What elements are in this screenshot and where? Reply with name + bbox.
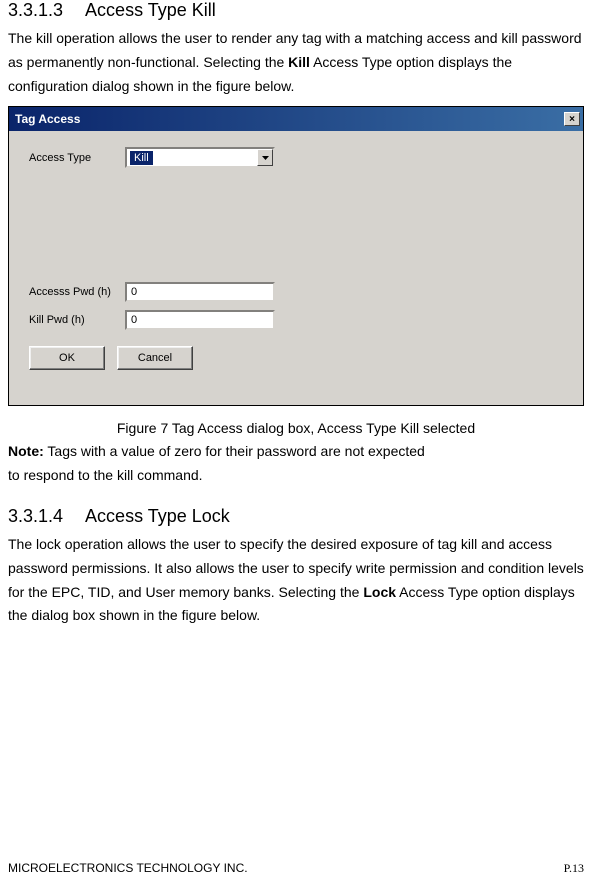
section-number: 3.3.1.3: [8, 0, 63, 21]
section-number: 3.3.1.4: [8, 506, 63, 527]
section-title: Access Type Lock: [85, 506, 230, 527]
access-pwd-label: Accesss Pwd (h): [29, 286, 125, 298]
section-title: Access Type Kill: [85, 0, 216, 21]
close-icon: ×: [569, 114, 575, 125]
dialog-button-row: OK Cancel: [29, 346, 563, 370]
close-button[interactable]: ×: [564, 112, 580, 126]
cancel-button[interactable]: Cancel: [117, 346, 193, 370]
section1-paragraph: The kill operation allows the user to re…: [8, 27, 584, 98]
page-footer: MICROELECTRONICS TECHNOLOGY INC. P.13: [8, 861, 584, 876]
access-pwd-row: Accesss Pwd (h): [29, 282, 563, 302]
access-pwd-input[interactable]: [125, 282, 275, 302]
para-bold: Lock: [363, 584, 396, 600]
dialog-title: Tag Access: [15, 112, 80, 126]
kill-pwd-input[interactable]: [125, 310, 275, 330]
para-bold: Kill: [288, 54, 310, 70]
tag-access-dialog: Tag Access × Access Type Kill Accesss Pw…: [8, 106, 584, 406]
cancel-label: Cancel: [138, 352, 172, 364]
access-type-dropdown[interactable]: Kill: [125, 147, 275, 168]
section-heading-kill: 3.3.1.3 Access Type Kill: [8, 0, 584, 21]
note-line-2: to respond to the kill command.: [8, 464, 584, 488]
access-type-value: Kill: [130, 151, 153, 165]
section-heading-lock: 3.3.1.4 Access Type Lock: [8, 506, 584, 527]
note-text: Tags with a value of zero for their pass…: [44, 443, 425, 459]
ok-button[interactable]: OK: [29, 346, 105, 370]
dialog-titlebar: Tag Access ×: [9, 107, 583, 131]
kill-pwd-label: Kill Pwd (h): [29, 314, 125, 326]
chevron-down-icon: [257, 149, 273, 166]
access-type-row: Access Type Kill: [29, 147, 563, 168]
footer-company: MICROELECTRONICS TECHNOLOGY INC.: [8, 861, 248, 876]
kill-pwd-row: Kill Pwd (h): [29, 310, 563, 330]
footer-page: P.13: [564, 861, 584, 876]
access-type-label: Access Type: [29, 152, 125, 164]
dialog-body: Access Type Kill Accesss Pwd (h) Kill Pw…: [9, 131, 583, 405]
figure-caption: Figure 7 Tag Access dialog box, Access T…: [8, 420, 584, 436]
note-line-1: Note: Tags with a value of zero for thei…: [8, 440, 584, 464]
section2-paragraph: The lock operation allows the user to sp…: [8, 533, 584, 628]
note-label: Note:: [8, 443, 44, 459]
ok-label: OK: [59, 352, 75, 364]
